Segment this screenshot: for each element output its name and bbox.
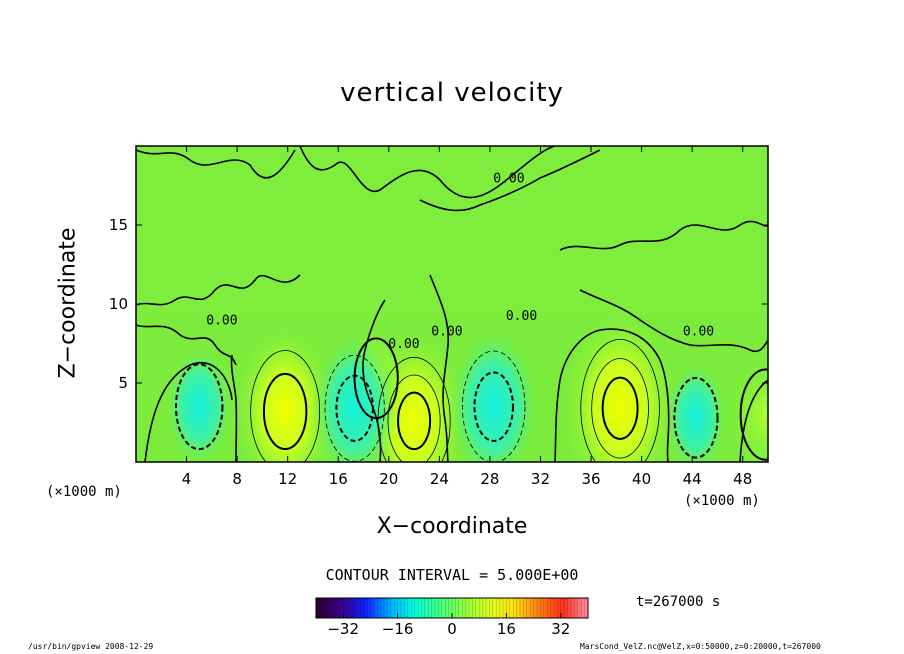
contour-line [579,289,768,353]
updraft-contour [377,356,451,462]
y-tick-label: 15 [109,216,128,234]
x-tick-label: 16 [329,470,348,488]
x-tick-label: 48 [733,470,752,488]
contour-label: 0.00 [431,325,462,340]
downdraft-contour [174,363,224,451]
contour-labels: 0.00 0.00 0.00 0.00 0.00 0.00 [206,171,714,352]
x-tick-label: 20 [379,470,398,488]
footer-right: MarsCond_VelZ.nc@VelZ,x=0:50000,z=0:2000… [580,642,821,651]
contour-line [230,354,238,462]
upper-region-shade [136,146,768,316]
updraft-contour [739,368,768,461]
updraft-contour [262,372,308,450]
colorbar-stripes [319,598,585,618]
downdraft-contour [335,374,374,442]
x-unit-left: (×1000 m) [46,484,122,500]
colorbar-tick-label: −16 [382,620,414,638]
y-axis-label: Z−coordinate [55,227,81,379]
contour-line [299,146,556,199]
downdraft-contour [673,376,719,459]
downdraft-region [165,345,234,462]
time-label: t=267000 s [636,594,721,610]
contour-line [136,274,301,306]
x-tick-label: 12 [278,470,297,488]
x-unit-right: (×1000 m) [684,493,760,509]
contour-interval: CONTOUR INTERVAL = 5.000E+00 [325,566,579,584]
contour-line [136,324,237,366]
updraft-contour [387,374,441,462]
updraft-region [234,323,336,462]
y-tick-label: 5 [118,374,128,392]
contour-line [554,328,670,462]
updraft-contour [601,376,639,440]
y-axis: 5 10 15 [109,216,768,392]
downdraft-region [447,326,540,462]
contour-label: 0.00 [506,309,537,324]
contour-line [739,379,768,462]
colorbar-ticks: −32 −16 0 16 32 [327,613,570,638]
contour-line [419,149,601,212]
downdraft-contour [473,371,514,442]
x-tick-label: 8 [232,470,242,488]
colorbar-tick-label: 16 [497,620,516,638]
chart-title: vertical velocity [340,78,564,108]
x-tick-label: 32 [531,470,550,488]
plot-area: 0.000.000.000.000.000.00 4 8 12 16 20 24 28 32 3… [109,145,769,488]
contour-label: 0.00 [683,325,714,340]
contour-line [429,274,450,462]
updraft-region [728,349,768,462]
contour-line [144,362,233,462]
downdraft-region [664,360,728,462]
updraft-contour [353,337,399,420]
colorbar-tick-label: 0 [447,620,457,638]
contour-line [559,220,768,251]
x-tick-label: 24 [430,470,449,488]
footer-left: /usr/bin/gpview 2008-12-29 [28,642,154,651]
x-tick-label: 36 [581,470,600,488]
feature-outlines [174,337,768,462]
updraft-contour [250,350,321,462]
downdraft-contour [462,350,526,462]
contour-label: 0.00 [388,337,419,352]
colorbar: −32 −16 0 16 32 [315,597,589,638]
downdraft-region [311,332,399,462]
x-axis-label: X−coordinate [376,514,528,539]
updraft-contour [397,391,432,451]
x-tick-label: 40 [632,470,651,488]
x-tick-label: 44 [683,470,702,488]
updraft-contour [580,339,660,462]
contour-line [136,149,296,179]
contour-label: 0.00 [206,314,237,329]
contour-label: 0.00 [493,171,524,186]
updraft-region [562,309,678,462]
x-tick-label: 4 [182,470,192,488]
x-tick-label: 28 [480,470,499,488]
y-tick-label: 10 [109,295,128,313]
x-axis: 4 8 12 16 20 24 28 32 36 40 44 48 [182,146,752,488]
colorbar-tick-label: −32 [327,620,359,638]
colorbar-tick-label: 32 [551,620,570,638]
updraft-contour [591,358,649,459]
